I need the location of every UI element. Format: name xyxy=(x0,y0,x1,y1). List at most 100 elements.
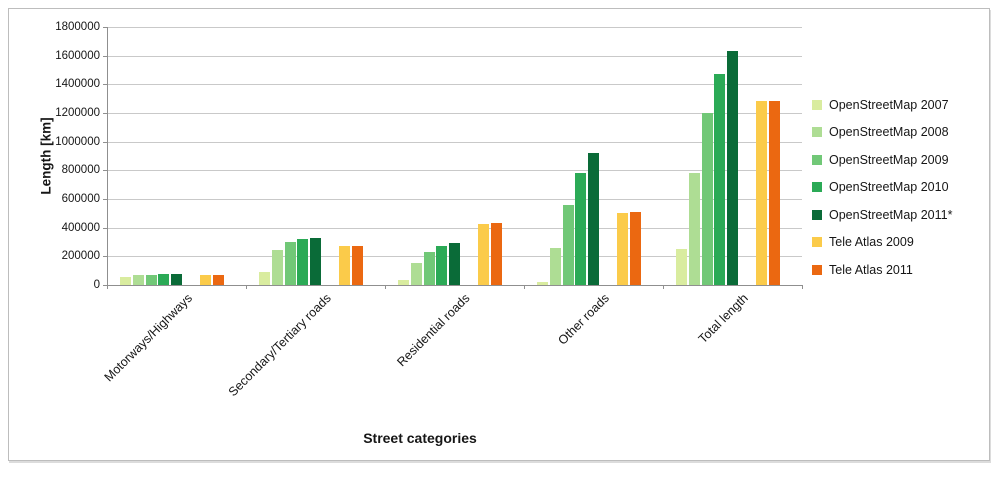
bar xyxy=(768,101,780,285)
bar xyxy=(436,246,448,285)
x-tick-mark xyxy=(663,285,664,289)
gridline xyxy=(107,55,802,57)
y-axis-line xyxy=(107,27,108,285)
x-category-label: Other roads xyxy=(555,291,612,348)
y-tick-mark xyxy=(103,256,107,258)
legend-label: OpenStreetMap 2007 xyxy=(829,97,949,112)
legend-item: Tele Atlas 2009 xyxy=(812,229,997,257)
bar xyxy=(200,275,211,285)
y-tick-label: 0 xyxy=(93,279,100,291)
bar xyxy=(158,274,170,285)
gridline xyxy=(107,199,802,200)
y-tick-label: 1800000 xyxy=(55,21,100,33)
gridline xyxy=(107,27,802,28)
legend-label: Tele Atlas 2011 xyxy=(829,262,913,277)
y-tick-mark xyxy=(103,84,107,86)
legend-swatch-icon xyxy=(812,127,822,138)
y-tick-mark xyxy=(103,55,107,57)
x-tick-mark xyxy=(107,285,108,289)
y-tick-mark xyxy=(103,141,107,143)
legend-label: OpenStreetMap 2010 xyxy=(829,180,949,195)
bar xyxy=(490,223,502,285)
gridline xyxy=(107,227,802,229)
bar xyxy=(617,213,628,285)
bar xyxy=(676,249,687,285)
legend-swatch-icon xyxy=(812,182,822,193)
y-tick-mark xyxy=(103,113,107,114)
x-axis-title: Street categories xyxy=(363,430,477,446)
y-tick-mark xyxy=(103,227,107,229)
x-tick-mark xyxy=(524,285,525,289)
bar xyxy=(629,212,641,285)
bar xyxy=(588,153,599,285)
legend-swatch-icon xyxy=(812,237,822,248)
gridline xyxy=(107,84,802,86)
legend-label: Tele Atlas 2009 xyxy=(829,235,914,250)
bar xyxy=(171,274,182,285)
bar xyxy=(575,173,587,285)
bar xyxy=(701,113,713,285)
y-tick-label: 600000 xyxy=(61,193,100,205)
legend-swatch-icon xyxy=(812,209,822,220)
bar xyxy=(549,248,561,285)
x-tick-mark xyxy=(246,285,247,289)
x-category-label: Residential roads xyxy=(394,291,473,370)
legend-item: Tele Atlas 2011 xyxy=(812,256,997,284)
bar xyxy=(339,246,350,285)
x-tick-mark xyxy=(802,285,803,289)
y-tick-label: 400000 xyxy=(61,221,100,234)
bar xyxy=(297,239,309,285)
legend-item: OpenStreetMap 2010 xyxy=(812,174,997,202)
y-tick-label: 1600000 xyxy=(55,49,100,62)
x-axis-line xyxy=(107,285,802,286)
bar xyxy=(727,51,738,285)
bar xyxy=(132,275,144,285)
bar xyxy=(351,246,363,285)
bar xyxy=(271,250,283,285)
bar xyxy=(145,275,157,285)
bar xyxy=(423,252,435,285)
legend-item: OpenStreetMap 2009 xyxy=(812,146,997,174)
bar xyxy=(537,282,548,285)
legend-item: OpenStreetMap 2008 xyxy=(812,119,997,147)
legend-label: OpenStreetMap 2011* xyxy=(829,207,953,222)
bar xyxy=(284,242,296,285)
bar xyxy=(478,224,489,285)
bar xyxy=(714,74,726,285)
legend: OpenStreetMap 2007 OpenStreetMap 2008 Open… xyxy=(812,91,997,284)
legend-item: OpenStreetMap 2007 xyxy=(812,91,997,119)
x-category-label: Motorways/Highways xyxy=(101,291,195,385)
bar xyxy=(259,272,270,285)
y-tick-mark xyxy=(103,285,107,286)
legend-item: OpenStreetMap 2011* xyxy=(812,201,997,229)
bar xyxy=(212,275,224,285)
legend-label: OpenStreetMap 2009 xyxy=(829,152,949,167)
x-category-label: Secondary/Tertiary roads xyxy=(225,291,334,400)
bar xyxy=(398,280,409,285)
bar xyxy=(410,263,422,285)
bar xyxy=(756,101,767,285)
bar xyxy=(310,238,321,285)
bar xyxy=(449,243,460,285)
y-tick-label: 1400000 xyxy=(55,78,100,91)
y-tick-label: 800000 xyxy=(61,164,100,177)
bar xyxy=(120,277,131,285)
y-tick-label: 1000000 xyxy=(55,135,100,148)
y-tick-mark xyxy=(103,27,107,28)
legend-swatch-icon xyxy=(812,264,822,275)
gridline xyxy=(107,141,802,143)
legend-swatch-icon xyxy=(812,99,822,110)
legend-label: OpenStreetMap 2008 xyxy=(829,125,949,140)
gridline xyxy=(107,170,802,172)
y-tick-mark xyxy=(103,199,107,200)
legend-swatch-icon xyxy=(812,154,822,165)
y-tick-label: 1200000 xyxy=(55,107,100,119)
x-tick-mark xyxy=(385,285,386,289)
x-category-label: Total length xyxy=(695,291,751,347)
bar xyxy=(562,205,574,285)
bar xyxy=(688,173,700,285)
y-tick-label: 200000 xyxy=(61,250,100,263)
y-axis-title: Length [km] xyxy=(38,117,54,195)
y-tick-mark xyxy=(103,170,107,172)
